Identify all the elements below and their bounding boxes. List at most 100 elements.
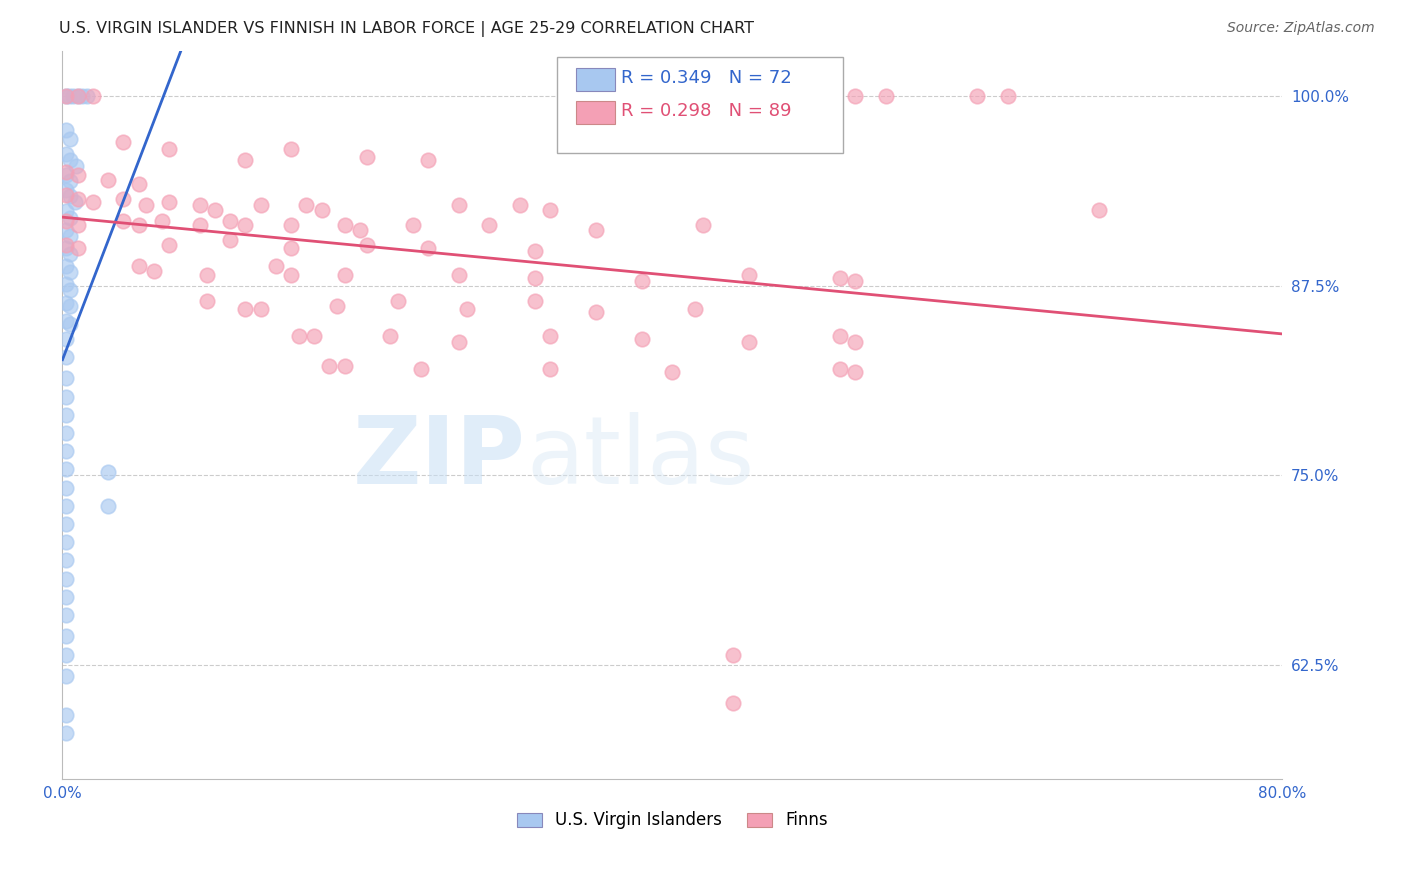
Point [82, 89, 104, 103]
Point [585, 304, 607, 318]
Point [333, 359, 356, 374]
Point [661, 365, 683, 379]
Point [59, 228, 82, 243]
Point [55, 238, 77, 252]
Point [288, 329, 311, 343]
Point [631, 274, 654, 288]
Point [380, 329, 402, 343]
Text: ZIP: ZIP [353, 412, 526, 505]
Point [195, 293, 218, 308]
Text: U.S. VIRGIN ISLANDER VS FINNISH IN LABOR FORCE | AGE 25-29 CORRELATION CHART: U.S. VIRGIN ISLANDER VS FINNISH IN LABOR… [59, 21, 754, 37]
Point [55, 425, 77, 440]
Point [356, 150, 378, 164]
Point [55, 516, 77, 531]
Point [295, 198, 318, 212]
Point [112, 192, 135, 206]
Point [478, 218, 501, 232]
Point [55, 146, 77, 161]
Point [249, 301, 271, 316]
Point [830, 271, 852, 285]
Point [59, 174, 82, 188]
Point [59, 211, 82, 225]
Point [692, 218, 714, 232]
Point [55, 408, 77, 422]
Point [76, 89, 98, 103]
Point [333, 218, 356, 232]
Text: R = 0.298   N = 89: R = 0.298 N = 89 [621, 102, 792, 120]
Point [188, 218, 211, 232]
Point [302, 329, 325, 343]
Point [1088, 202, 1111, 217]
Point [540, 202, 562, 217]
Text: Source: ZipAtlas.com: Source: ZipAtlas.com [1227, 21, 1375, 35]
Point [97, 466, 120, 480]
Point [264, 259, 287, 273]
Point [55, 669, 77, 683]
Point [447, 198, 470, 212]
Point [723, 696, 745, 710]
Point [59, 265, 82, 279]
Point [569, 89, 592, 103]
Point [55, 350, 77, 364]
Point [738, 334, 761, 349]
Point [524, 244, 547, 258]
Point [62, 89, 84, 103]
Point [723, 89, 745, 103]
Point [685, 301, 707, 316]
Point [524, 293, 547, 308]
Point [631, 332, 654, 346]
Point [418, 153, 440, 167]
Point [128, 259, 150, 273]
Point [128, 218, 150, 232]
Point [59, 284, 82, 298]
Point [59, 131, 82, 145]
Point [55, 122, 77, 136]
FancyBboxPatch shape [576, 101, 616, 124]
Point [55, 608, 77, 623]
Point [97, 172, 120, 186]
Point [585, 223, 607, 237]
Point [55, 553, 77, 567]
Text: atlas: atlas [526, 412, 755, 505]
Point [195, 268, 218, 283]
Point [723, 648, 745, 662]
Point [55, 481, 77, 495]
Point [72, 89, 94, 103]
Point [55, 168, 77, 182]
Point [55, 295, 77, 310]
Point [157, 238, 180, 252]
Point [66, 168, 89, 182]
Point [966, 89, 988, 103]
Point [402, 218, 425, 232]
FancyBboxPatch shape [557, 56, 844, 153]
Point [55, 204, 77, 219]
Point [66, 89, 89, 103]
Point [55, 535, 77, 549]
Point [55, 259, 77, 273]
Point [55, 499, 77, 513]
Point [55, 444, 77, 458]
Point [112, 135, 135, 149]
Point [59, 317, 82, 331]
Point [66, 241, 89, 255]
Point [844, 274, 866, 288]
Point [55, 648, 77, 662]
Point [82, 195, 104, 210]
Point [65, 159, 87, 173]
Point [66, 218, 89, 232]
Point [66, 192, 89, 206]
Point [188, 198, 211, 212]
Point [280, 268, 302, 283]
Point [157, 195, 180, 210]
Point [55, 726, 77, 740]
Point [356, 238, 378, 252]
Point [447, 268, 470, 283]
Point [280, 241, 302, 255]
Point [875, 89, 897, 103]
Point [55, 165, 77, 179]
Point [409, 362, 432, 376]
Point [456, 301, 478, 316]
Point [249, 198, 271, 212]
Point [844, 334, 866, 349]
Point [540, 329, 562, 343]
